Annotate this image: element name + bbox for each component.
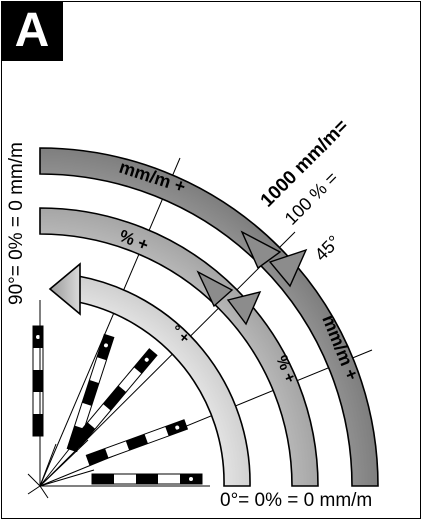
left-axis-label: 90°= 0% = 0 mm/m: [6, 142, 27, 305]
ruler-0deg: [91, 473, 203, 485]
bottom-axis-label: 0°= 0% = 0 mm/m: [220, 490, 372, 511]
guide-line-67: [39, 157, 181, 487]
guide-line-22: [39, 349, 373, 487]
panel-label-badge: A: [1, 1, 63, 61]
label-45-degrees: 45°: [311, 231, 344, 264]
outer-arrow-head-lower: [268, 248, 308, 288]
ruler-90deg: [32, 325, 44, 437]
inner-arrow-head-left: [48, 262, 81, 316]
outer-arrow-head-upper: [240, 230, 282, 270]
ruler-45deg: [71, 348, 158, 448]
middle-arrow-head-upper: [196, 270, 234, 308]
outer-arrow-mm-per-m: [39, 147, 379, 487]
level-rulers: [32, 325, 203, 485]
middle-arrow-percent: [39, 207, 319, 487]
ruler-22deg: [85, 419, 189, 466]
inner-arrow-degrees: [48, 262, 251, 487]
middle-arrow-head-lower: [226, 290, 262, 326]
origin-rays: [27, 300, 210, 499]
ruler-67deg: [66, 333, 115, 453]
